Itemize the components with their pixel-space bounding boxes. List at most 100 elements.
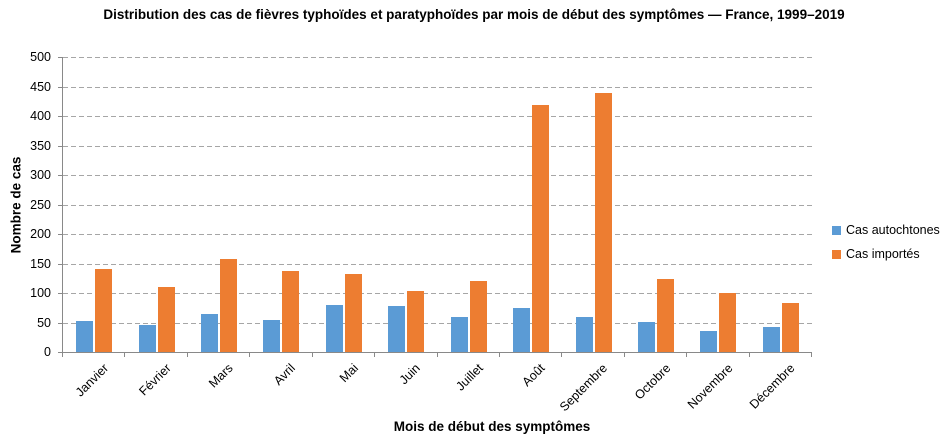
bar-juin-cas-autochtones <box>388 305 406 352</box>
gridline-400 <box>63 116 812 117</box>
x-tick-mark <box>436 353 438 357</box>
x-tick-label-février: Février <box>136 361 174 399</box>
x-tick-label-juin: Juin <box>397 361 424 388</box>
x-tick-mark <box>62 353 63 357</box>
y-tick-mark <box>58 293 62 294</box>
x-tick-label-septembre: Septembre <box>557 361 611 415</box>
bar-août-cas-autochtones <box>513 307 531 352</box>
x-tick-label-octobre: Octobre <box>631 361 673 403</box>
y-tick-mark <box>58 352 62 353</box>
y-tick-label: 100 <box>30 286 51 300</box>
bar-juillet-cas-autochtones <box>450 316 468 352</box>
gridline-250 <box>63 204 812 206</box>
bar-group-juin <box>375 57 437 352</box>
y-tick-mark <box>58 322 62 324</box>
legend-swatch-icon <box>832 249 841 259</box>
legend: Cas autochtones Cas importés <box>832 223 940 271</box>
bar-group-août <box>500 57 562 352</box>
y-axis-tick-labels: 0 50 100 150 200 250 300 350 400 450 500 <box>0 50 56 359</box>
bar-décembre-cas-importés <box>781 303 799 352</box>
y-tick-label: 50 <box>37 315 51 330</box>
gridline-150 <box>63 263 812 265</box>
y-tick-label: 0 <box>44 345 51 359</box>
x-tick-mark <box>811 353 812 357</box>
x-tick-mark <box>686 353 688 357</box>
y-tick-mark <box>58 234 62 235</box>
bar-avril-cas-importés <box>282 270 300 352</box>
gridline-300 <box>63 175 812 176</box>
bar-novembre-cas-autochtones <box>700 330 718 352</box>
x-tick-label-mars: Mars <box>206 361 236 391</box>
bar-group-novembre <box>687 57 749 352</box>
x-tick-label-novembre: Novembre <box>684 361 736 412</box>
bar-août-cas-importés <box>532 105 550 352</box>
gridline-450 <box>63 86 812 88</box>
x-tick-mark <box>561 353 563 357</box>
x-tick-mark <box>748 353 750 357</box>
bar-mars-cas-autochtones <box>201 313 219 352</box>
bar-février-cas-autochtones <box>138 325 156 352</box>
gridline-200 <box>63 234 812 235</box>
gridline-500 <box>63 57 812 58</box>
y-tick-mark <box>58 86 62 88</box>
x-tick-label-décembre: Décembre <box>747 361 798 412</box>
bar-group-mars <box>188 57 250 352</box>
y-tick-label: 450 <box>30 79 51 94</box>
x-tick-mark <box>311 353 313 357</box>
bar-avril-cas-autochtones <box>263 319 281 352</box>
x-tick-label-mai: Mai <box>336 361 361 386</box>
bar-juin-cas-importés <box>407 291 425 352</box>
bar-septembre-cas-autochtones <box>575 316 593 352</box>
bar-octobre-cas-importés <box>656 278 674 352</box>
x-tick-mark <box>498 353 500 357</box>
plot-area <box>58 57 812 357</box>
legend-swatch-icon <box>832 225 841 235</box>
y-tick-label: 350 <box>30 138 51 153</box>
x-tick-mark <box>124 353 126 357</box>
x-axis-title: Mois de début des symptômes <box>393 419 591 434</box>
y-tick-label: 150 <box>30 256 51 271</box>
chart-title: Distribution des cas de fièvres typhoïde… <box>103 7 845 22</box>
y-tick-label: 300 <box>30 168 51 182</box>
bar-octobre-cas-autochtones <box>637 321 655 352</box>
gridline-100 <box>63 293 812 294</box>
bar-novembre-cas-importés <box>719 293 737 352</box>
bar-group-mai <box>313 57 375 352</box>
bar-group-février <box>125 57 187 352</box>
y-tick-label: 250 <box>30 197 51 212</box>
bar-juillet-cas-importés <box>469 281 487 352</box>
bar-mars-cas-importés <box>220 258 238 352</box>
gridline-50 <box>63 322 812 324</box>
x-tick-mark <box>249 353 251 357</box>
bar-group-décembre <box>750 57 812 352</box>
y-tick-mark <box>58 116 62 117</box>
x-tick-mark <box>623 353 625 357</box>
bar-février-cas-importés <box>157 287 175 352</box>
bar-group-septembre <box>562 57 624 352</box>
bar-mai-cas-autochtones <box>325 304 343 352</box>
bar-group-avril <box>250 57 312 352</box>
legend-label: Cas importés <box>846 247 920 261</box>
x-tick-label-avril: Avril <box>271 361 299 388</box>
y-tick-label: 500 <box>30 50 51 64</box>
legend-item-cas-importés: Cas importés <box>832 247 940 261</box>
y-tick-label: 200 <box>30 227 51 241</box>
y-tick-mark <box>58 175 62 176</box>
x-tick-label-juillet: Juillet <box>453 361 486 394</box>
x-tick-mark <box>186 353 188 357</box>
y-tick-label: 400 <box>30 109 51 123</box>
y-tick-mark <box>58 57 62 58</box>
bar-janvier-cas-importés <box>95 269 113 352</box>
y-tick-mark <box>58 263 62 265</box>
x-tick-label-janvier: Janvier <box>72 361 112 400</box>
y-tick-mark <box>58 204 62 206</box>
bar-septembre-cas-importés <box>594 93 612 352</box>
y-tick-mark <box>58 145 62 147</box>
bar-mai-cas-importés <box>344 273 362 352</box>
bar-janvier-cas-autochtones <box>76 321 94 352</box>
x-axis-tick-labels: Janvier Février Mars Avril Mai Juin Juillet Aoû… <box>62 358 811 420</box>
bar-group-juillet <box>438 57 500 352</box>
x-tick-mark <box>374 353 376 357</box>
gridline-350 <box>63 145 812 147</box>
